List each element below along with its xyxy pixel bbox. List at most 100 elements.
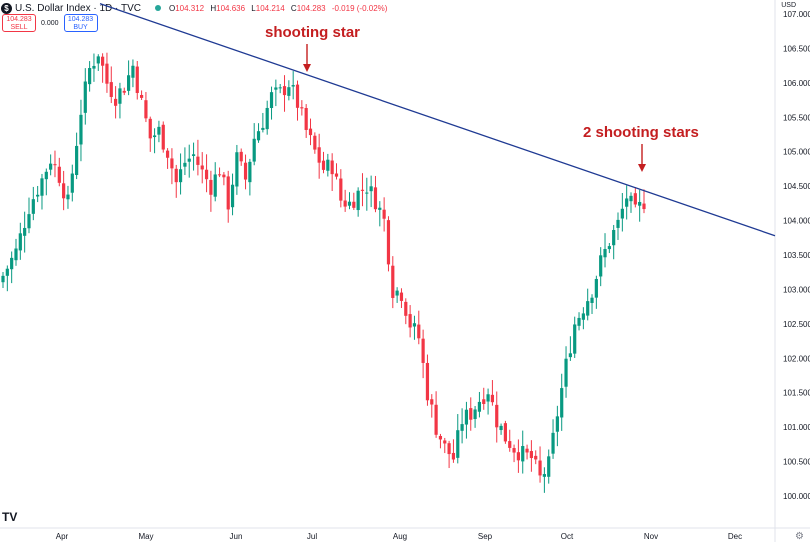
candle-body [629,195,633,202]
x-tick-label: Jun [230,532,243,541]
x-tick-label: Oct [561,532,574,541]
candle-body [408,314,412,328]
candle-body [23,227,27,236]
candle-body [391,265,395,298]
candle-body [40,178,44,196]
candle-body [529,451,533,459]
y-tick-label: 102.000 [783,354,810,363]
candle-body [326,159,330,171]
candle-body [248,161,252,183]
candle-body [399,292,404,301]
candle-body [282,86,287,96]
candle-body [564,358,568,387]
currency-label[interactable]: USD [781,2,796,9]
candle-body [152,135,157,138]
candle-body [308,128,313,136]
candle-body [36,194,40,197]
candle-body [334,173,339,177]
candle-body [577,317,581,326]
y-tick-label: 107.000 [783,10,810,19]
candle-body [10,257,14,270]
candle-body [252,138,256,162]
candle-body [44,171,48,180]
candle-body [165,150,170,158]
candle-body [360,189,365,191]
candle-body [114,98,118,106]
candle-body [187,158,191,162]
candle-body [456,430,460,458]
candle-body [101,56,105,66]
candle-body [127,75,131,91]
candle-body [516,452,520,461]
candle-body [512,448,516,453]
y-tick-label: 104.500 [783,182,810,191]
candle-body [200,165,204,170]
candle-body [243,162,248,180]
annotation-arrowhead [638,164,646,172]
candle-body [365,192,369,194]
candle-body [430,399,434,405]
candle-body [213,174,217,197]
candle-body [573,324,577,354]
candle-body [75,145,79,176]
y-tick-label: 100.000 [783,492,810,501]
candle-body [178,169,183,183]
candle-body [568,353,572,358]
candle-body [412,323,417,327]
candle-body [109,82,113,97]
candle-body [330,160,334,175]
y-tick-label: 103.500 [783,251,810,260]
candle-body [486,394,490,402]
candle-body [603,249,607,258]
y-tick-label: 104.000 [783,217,810,226]
candle-body [239,151,243,162]
candle-body [230,184,235,208]
candle-body [547,456,551,477]
x-tick-label: Sep [478,532,493,541]
candle-body [352,201,356,208]
gear-icon[interactable]: ⚙ [795,531,804,542]
candle-body [404,301,408,316]
y-tick-label: 100.500 [783,458,810,467]
candle-body [438,435,443,440]
candle-body [79,114,83,145]
candle-body [57,166,61,183]
candle-body [321,160,326,170]
candle-body [555,416,559,432]
candle-body [170,158,174,169]
x-tick-label: Dec [728,532,742,541]
candle-body [161,124,165,150]
tradingview-logo[interactable]: TV [2,510,18,524]
candle-body [70,173,74,193]
sell-button[interactable]: 104.283 SELL [2,14,36,32]
candle-body [278,87,282,89]
candle-body [66,194,70,200]
candle-body [18,233,22,251]
candle-body [274,87,278,90]
candle-body [625,198,629,207]
candle-body [183,162,187,167]
candle-body [369,186,373,192]
x-tick-label: Jul [307,532,317,541]
candle-body [157,126,161,135]
candle-body [343,200,347,207]
candle-body [373,187,378,210]
x-tick-label: May [138,532,153,541]
symbol-title[interactable]: U.S. Dollar Index · 1D · TVC [15,2,141,14]
candle-body [14,248,18,261]
candle-body [53,164,57,166]
candle-body [447,443,451,455]
candle-body [538,460,542,476]
y-tick-label: 101.500 [783,389,810,398]
candle-body [477,401,482,412]
candle-body [118,88,122,104]
candle-body [525,448,529,453]
candle-body [313,135,317,150]
trade-buttons: 104.283 SELL 0.000 104.283 BUY [2,14,98,32]
y-tick-label: 101.000 [783,423,810,432]
y-tick-label: 106.500 [783,44,810,53]
buy-button[interactable]: 104.283 BUY [63,14,98,32]
annotation-2-shooting-stars: 2 shooting stars [583,124,699,141]
y-tick-label: 106.000 [783,79,810,88]
